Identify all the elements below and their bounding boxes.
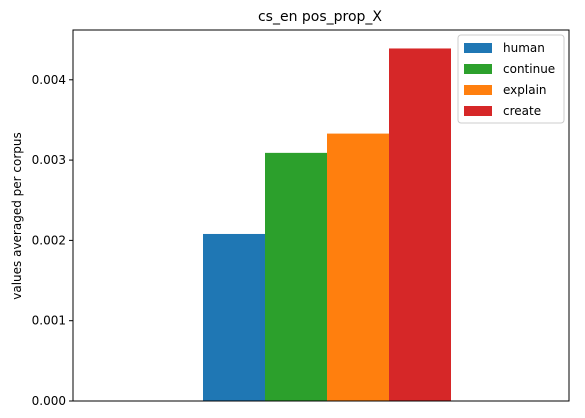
y-tick-label: 0.002 (32, 233, 66, 247)
bars-group (203, 48, 451, 401)
legend-label-human: human (503, 41, 545, 55)
legend-swatch-human (464, 43, 492, 53)
legend-label-continue: continue (503, 62, 555, 76)
chart-title: cs_en pos_prop_X (258, 9, 382, 25)
bar-explain (327, 133, 389, 401)
y-tick-label: 0.003 (32, 153, 66, 167)
legend-swatch-explain (464, 85, 492, 95)
y-axis-label: values averaged per corpus (10, 132, 24, 300)
legend-swatch-continue (464, 64, 492, 74)
y-tick-label: 0.000 (32, 394, 66, 408)
y-axis: 0.000 0.001 0.002 0.003 0.004 (32, 73, 73, 408)
plot-frame (72, 29, 570, 402)
bar-human (203, 233, 265, 401)
y-tick-label: 0.004 (32, 73, 66, 87)
bar-continue (265, 152, 327, 401)
bar-create (389, 48, 451, 401)
legend-box (457, 34, 565, 124)
legend: human continue explain create (457, 34, 565, 124)
legend-swatch-create (464, 106, 492, 116)
y-tick-label: 0.001 (32, 314, 66, 328)
legend-label-create: create (503, 104, 541, 118)
legend-label-explain: explain (503, 83, 547, 97)
